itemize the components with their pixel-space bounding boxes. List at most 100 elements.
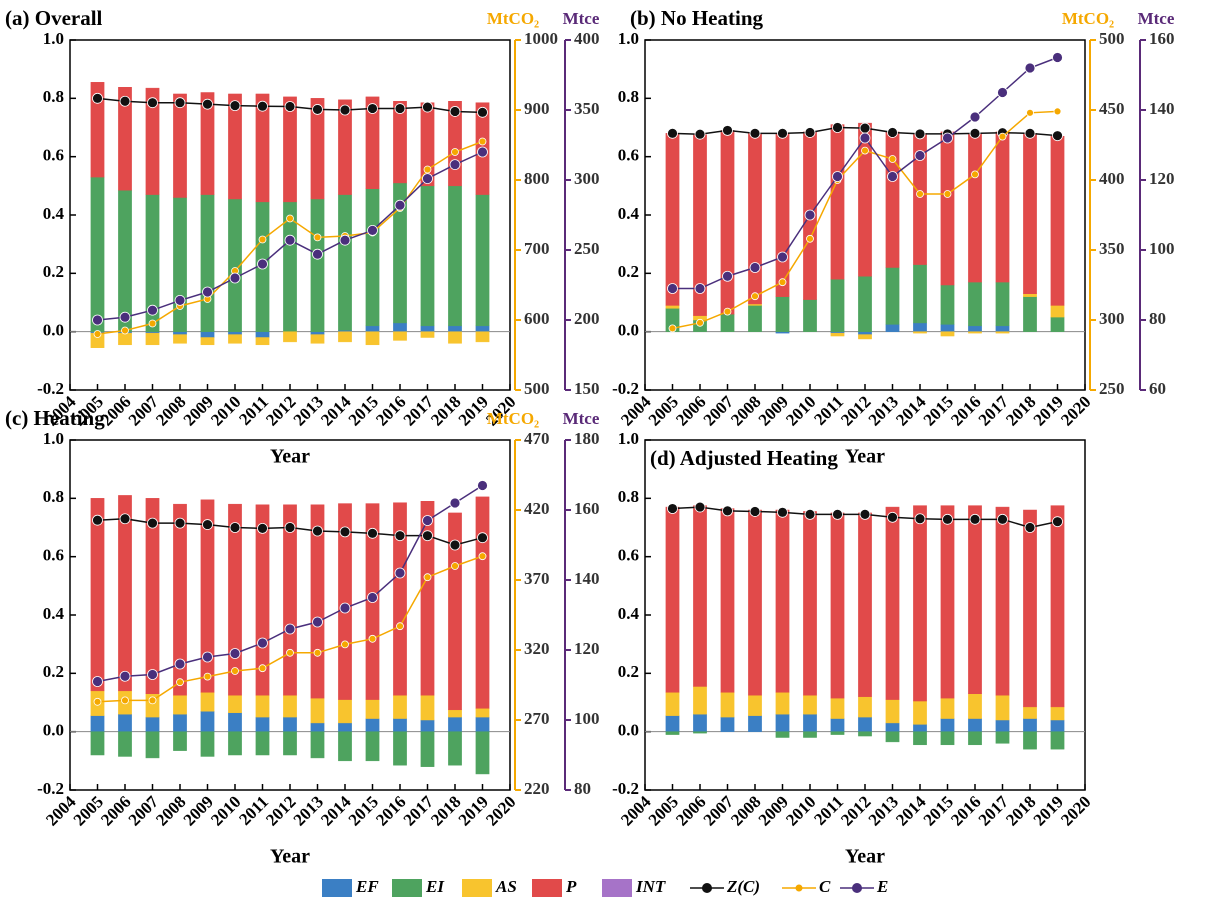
point [477, 480, 488, 491]
bar-segment [338, 731, 352, 762]
legend-swatch [532, 879, 562, 897]
y2-tick-label: 420 [524, 499, 550, 518]
point [694, 283, 706, 294]
bar-segment [720, 692, 735, 718]
point [942, 132, 953, 144]
point [887, 511, 898, 523]
bar-segment [228, 334, 242, 344]
bar-segment [310, 331, 325, 335]
bar-segment [448, 512, 462, 711]
point [667, 127, 678, 139]
bar-segment [228, 93, 242, 200]
y-tick-label: 0.4 [43, 204, 65, 223]
bar-segment [283, 331, 297, 343]
point [859, 122, 871, 134]
bar-segment [365, 325, 380, 332]
point [174, 97, 186, 109]
bar-segment [913, 264, 927, 324]
point [121, 326, 129, 335]
x-axis-label: Year [270, 846, 310, 868]
x-axis-label: Year [845, 846, 885, 868]
bar-segment [145, 731, 160, 759]
point [422, 515, 433, 526]
point [284, 234, 296, 246]
bar-segment [173, 93, 187, 198]
bar-segment [448, 731, 462, 766]
point [313, 648, 322, 657]
point [394, 199, 406, 211]
y3-axis-label: Mtce [563, 409, 600, 428]
y2-tick-label: 370 [524, 569, 550, 588]
bar-segment [830, 731, 845, 735]
bar-segment [1050, 136, 1065, 306]
bar-segment [665, 715, 680, 732]
bar-segment [475, 496, 490, 709]
y-tick-label: -0.2 [37, 379, 64, 398]
bar-segment [145, 498, 160, 695]
y3-tick-label: 100 [574, 709, 600, 728]
bar-segment [775, 731, 790, 738]
bar-segment [365, 188, 380, 327]
y2-tick-label: 400 [1099, 169, 1125, 188]
bar-segment [775, 296, 790, 332]
bar-segment [858, 122, 872, 277]
point [916, 190, 924, 198]
bar-segment [475, 731, 490, 775]
point [284, 101, 296, 112]
point [449, 539, 461, 551]
point [92, 92, 103, 104]
point [722, 505, 733, 517]
y-tick-label: 0.0 [43, 721, 64, 740]
bar-segment [393, 718, 407, 732]
legend-label: C [819, 877, 831, 896]
bar-segment [448, 709, 462, 718]
bar-segment [90, 82, 105, 178]
bar-segment [968, 731, 982, 746]
bar-segment [748, 509, 762, 696]
bar-segment [940, 505, 955, 699]
bar-segment [393, 331, 407, 341]
point [257, 100, 268, 112]
bar-segment [1023, 706, 1037, 719]
bar-segment [145, 332, 160, 346]
bar-segment [338, 503, 352, 700]
bar-segment [90, 498, 105, 692]
point [147, 517, 158, 529]
bar-segment [448, 716, 462, 732]
bar-segment [255, 93, 270, 203]
point [751, 292, 759, 301]
y-tick-label: 0.8 [618, 87, 639, 106]
point [368, 634, 377, 643]
bar-segment [940, 131, 955, 286]
bar-segment [1050, 305, 1065, 318]
bar-segment [420, 185, 435, 327]
bar-segment [720, 716, 735, 732]
y3-tick-label: 80 [1149, 309, 1166, 328]
bar-segment [913, 322, 927, 332]
bar-segment [118, 189, 132, 332]
bar-segment [995, 131, 1010, 283]
y3-tick-label: 120 [574, 639, 600, 658]
point [749, 262, 761, 273]
point [449, 497, 461, 509]
bar-segment [420, 501, 435, 696]
y2-tick-label: 500 [1099, 29, 1125, 48]
bar-segment [118, 87, 132, 191]
y-tick-label: 0.4 [618, 204, 640, 223]
point [694, 501, 706, 513]
y3-tick-label: 100 [1149, 239, 1175, 258]
bar-segment [310, 697, 325, 724]
bar-segment [420, 694, 435, 721]
point [92, 514, 103, 526]
bar-segment [420, 331, 435, 338]
point [229, 100, 241, 112]
point [804, 508, 816, 520]
bar-segment [995, 506, 1010, 696]
point [119, 513, 131, 525]
bar-segment [173, 731, 187, 751]
point [202, 519, 213, 530]
bar-segment [173, 197, 187, 332]
point [1053, 107, 1062, 116]
y-tick-label: 0.8 [618, 487, 639, 506]
bar-segment [228, 712, 242, 732]
